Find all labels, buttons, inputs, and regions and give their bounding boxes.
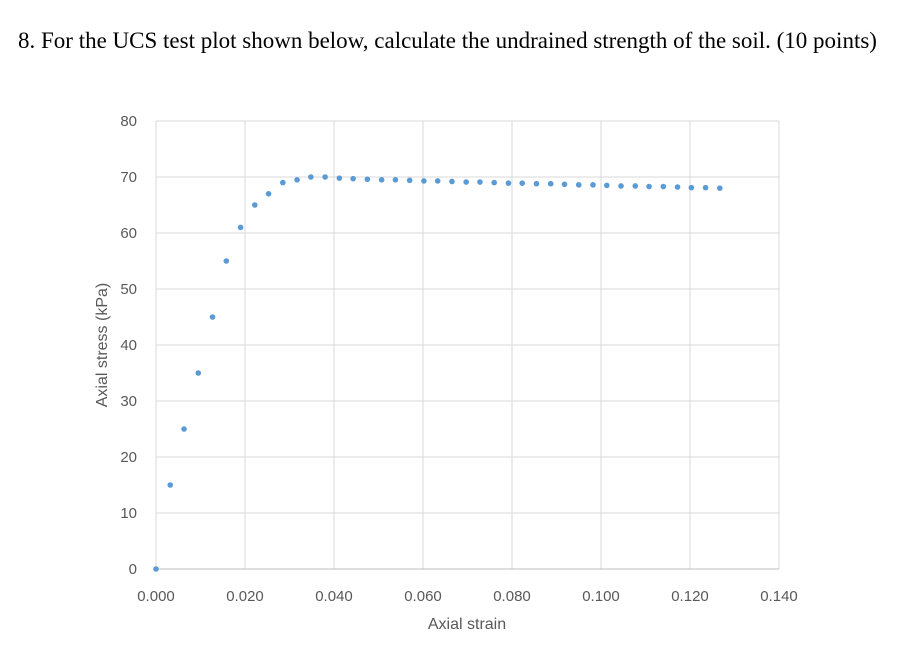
data-point bbox=[590, 182, 596, 188]
data-point bbox=[533, 180, 540, 187]
data-point bbox=[364, 176, 371, 183]
data-point bbox=[618, 183, 624, 189]
x-tick-label: 0.100 bbox=[582, 588, 620, 605]
data-point bbox=[308, 174, 314, 180]
data-point bbox=[463, 179, 469, 185]
y-axis-title: Axial stress (kPa) bbox=[94, 283, 111, 407]
data-point bbox=[491, 179, 498, 186]
x-tick-label: 0.120 bbox=[671, 588, 709, 605]
data-point bbox=[603, 182, 610, 189]
data-point bbox=[702, 184, 709, 191]
data-point bbox=[392, 177, 399, 183]
x-tick-label: 0.000 bbox=[137, 588, 175, 605]
y-tick-label: 0 bbox=[129, 561, 137, 578]
axes bbox=[155, 121, 779, 570]
data-point bbox=[561, 181, 568, 188]
data-point bbox=[406, 177, 413, 184]
gridlines bbox=[156, 120, 780, 569]
y-tick-label: 40 bbox=[120, 337, 137, 354]
data-point bbox=[688, 184, 695, 191]
data-point bbox=[153, 566, 159, 572]
y-tick-label: 30 bbox=[120, 393, 137, 410]
data-point bbox=[547, 180, 554, 187]
data-point bbox=[421, 178, 427, 184]
data-point bbox=[167, 482, 174, 488]
data-point bbox=[519, 180, 526, 186]
y-tick-label: 20 bbox=[120, 449, 137, 466]
data-point bbox=[350, 175, 356, 182]
data-point bbox=[646, 183, 652, 190]
data-point bbox=[209, 314, 216, 320]
data-point bbox=[434, 178, 441, 184]
y-tick-label: 80 bbox=[120, 113, 137, 130]
data-point bbox=[322, 174, 328, 180]
data-point bbox=[575, 182, 582, 188]
x-tick-label: 0.020 bbox=[226, 588, 264, 605]
data-point bbox=[280, 179, 286, 186]
y-tick-label: 10 bbox=[120, 505, 137, 522]
data-point bbox=[237, 224, 244, 231]
data-point bbox=[717, 185, 723, 191]
y-tick-label: 60 bbox=[120, 225, 137, 242]
x-tick-label: 0.040 bbox=[315, 588, 353, 605]
data-point bbox=[674, 184, 681, 190]
data-point bbox=[181, 426, 187, 432]
y-tick-label: 50 bbox=[120, 281, 137, 298]
y-tick-label: 70 bbox=[120, 169, 137, 186]
data-point bbox=[378, 177, 385, 183]
data-point bbox=[223, 258, 230, 264]
data-point bbox=[477, 179, 483, 185]
x-tick-label: 0.060 bbox=[404, 588, 442, 605]
data-point bbox=[195, 370, 202, 376]
data-point bbox=[336, 175, 343, 181]
x-tick-label: 0.080 bbox=[493, 588, 531, 605]
data-point bbox=[449, 178, 455, 185]
x-axis-title: Axial strain bbox=[428, 616, 506, 633]
data-points bbox=[153, 174, 723, 572]
question-text: 8. For the UCS test plot shown below, ca… bbox=[18, 28, 877, 53]
tick-labels: 0 10 20 30 40 50 60 70 80 0.000 0.020 0.040 0.060 0.0… bbox=[120, 113, 797, 605]
data-point bbox=[251, 202, 258, 208]
data-point bbox=[632, 183, 639, 189]
data-point bbox=[505, 180, 512, 186]
data-point bbox=[294, 177, 300, 183]
data-point bbox=[660, 183, 667, 190]
data-point bbox=[265, 191, 272, 197]
x-tick-label: 0.140 bbox=[760, 588, 798, 605]
